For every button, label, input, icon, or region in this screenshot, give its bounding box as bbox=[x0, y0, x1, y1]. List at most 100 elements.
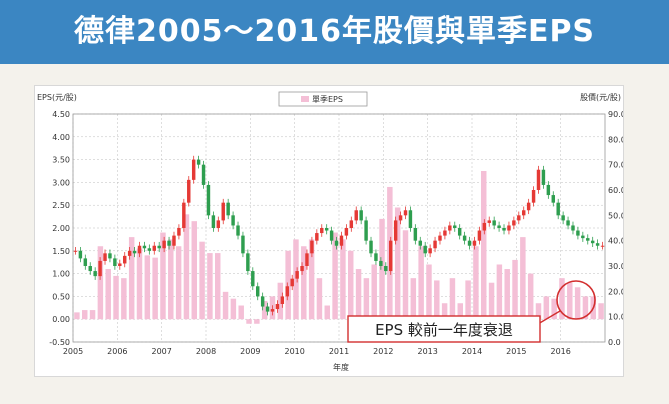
eps-bar bbox=[543, 296, 550, 320]
candle-body bbox=[595, 243, 600, 246]
eps-bar bbox=[199, 241, 205, 320]
left-tick-label: 1.50 bbox=[52, 247, 70, 256]
candle-body bbox=[211, 215, 216, 228]
left-tick-label: 0.00 bbox=[52, 315, 70, 324]
left-tick-label: 2.00 bbox=[52, 224, 70, 233]
eps-bar bbox=[520, 237, 526, 320]
candle-body bbox=[349, 220, 354, 228]
candle-body bbox=[113, 258, 117, 266]
candle-body bbox=[270, 309, 275, 312]
candle-body bbox=[526, 202, 531, 211]
eps-bar bbox=[457, 303, 464, 320]
candle-body bbox=[255, 286, 260, 297]
eps-bar bbox=[379, 218, 385, 320]
candle-body bbox=[453, 225, 457, 228]
candle-body bbox=[398, 215, 403, 221]
candle-body bbox=[191, 159, 196, 180]
candle-body bbox=[315, 233, 319, 241]
candle-body bbox=[241, 235, 245, 254]
x-tick-label: 2013 bbox=[417, 347, 437, 356]
axes: -0.50 0.00 0.50 1.00 1.50 2.00 2.50 3.00 3.50 4.0… bbox=[49, 110, 623, 356]
eps-bar bbox=[113, 275, 119, 320]
eps-bar bbox=[574, 287, 581, 320]
candle-body bbox=[137, 245, 142, 254]
x-tick-label: 2007 bbox=[151, 347, 171, 356]
candle-body bbox=[590, 240, 595, 244]
right-tick-label: 0.0 bbox=[608, 338, 621, 347]
eps-bar bbox=[402, 230, 409, 320]
candle-body bbox=[581, 235, 585, 239]
eps-bar bbox=[449, 278, 456, 320]
eps-bar bbox=[183, 214, 190, 320]
eps-bar bbox=[504, 269, 510, 320]
candle-body bbox=[83, 258, 88, 266]
eps-bar bbox=[371, 264, 377, 320]
eps-bar bbox=[277, 282, 284, 320]
eps-bar bbox=[136, 248, 143, 320]
eps-bar bbox=[340, 239, 346, 320]
left-tick-label: 3.00 bbox=[52, 178, 70, 187]
candle-body bbox=[103, 253, 107, 261]
right-tick-label: 40.0 bbox=[608, 237, 623, 246]
candle-body bbox=[369, 240, 373, 254]
candle-body bbox=[388, 240, 393, 272]
candle-body bbox=[379, 260, 383, 266]
candle-body bbox=[487, 220, 491, 223]
x-tick-label: 2009 bbox=[240, 347, 260, 356]
candle-body bbox=[536, 169, 541, 190]
eps-bar bbox=[355, 269, 362, 320]
candle-body bbox=[162, 240, 166, 249]
eps-bar bbox=[214, 253, 221, 320]
eps-bar bbox=[316, 278, 323, 320]
x-axis-label: 年度 bbox=[333, 362, 349, 372]
candle-body bbox=[359, 210, 363, 221]
plot-frame bbox=[72, 113, 606, 343]
eps-bar bbox=[97, 246, 104, 320]
candle-body bbox=[457, 228, 462, 236]
candle-body bbox=[265, 306, 270, 312]
eps-bar bbox=[410, 278, 417, 320]
candle-body bbox=[231, 215, 235, 226]
candle-body bbox=[206, 184, 211, 216]
eps-bar bbox=[152, 257, 158, 320]
eps-bar bbox=[81, 310, 88, 320]
candle-body bbox=[147, 248, 152, 251]
candle-body bbox=[127, 250, 132, 256]
candle-body bbox=[507, 225, 511, 231]
candle-body bbox=[438, 235, 442, 241]
eps-bar bbox=[418, 246, 424, 320]
candle-body bbox=[477, 230, 482, 241]
eps-bar bbox=[473, 246, 479, 320]
candle-body bbox=[531, 190, 536, 203]
candle-body bbox=[275, 304, 280, 310]
candle-body bbox=[172, 235, 176, 246]
eps-bar bbox=[551, 298, 557, 320]
candle-body bbox=[492, 220, 496, 226]
eps-bar bbox=[434, 280, 440, 320]
right-tick-label: 80.0 bbox=[608, 135, 623, 144]
candle-body bbox=[586, 238, 590, 241]
candle-body bbox=[320, 228, 324, 234]
candle-body bbox=[384, 266, 388, 272]
candle-body bbox=[260, 296, 265, 307]
candle-body bbox=[118, 263, 122, 266]
eps-bar bbox=[105, 269, 111, 320]
candle-body bbox=[221, 202, 225, 221]
candle-body bbox=[324, 228, 329, 231]
eps-bar bbox=[89, 310, 96, 320]
eps-bars bbox=[74, 171, 604, 324]
candle-body bbox=[251, 271, 255, 287]
x-tick-label: 2006 bbox=[107, 347, 127, 356]
candle-body bbox=[329, 230, 334, 241]
candle-body bbox=[433, 240, 437, 249]
candle-body bbox=[497, 225, 501, 228]
candle-body bbox=[374, 253, 378, 261]
candle-body bbox=[187, 179, 191, 203]
candle-body bbox=[201, 164, 206, 185]
eps-bar bbox=[332, 232, 338, 320]
candle-body bbox=[517, 215, 521, 221]
candle-body bbox=[467, 240, 472, 246]
eps-bar bbox=[488, 282, 495, 320]
candle-body bbox=[305, 253, 309, 266]
candle-body bbox=[443, 230, 447, 236]
